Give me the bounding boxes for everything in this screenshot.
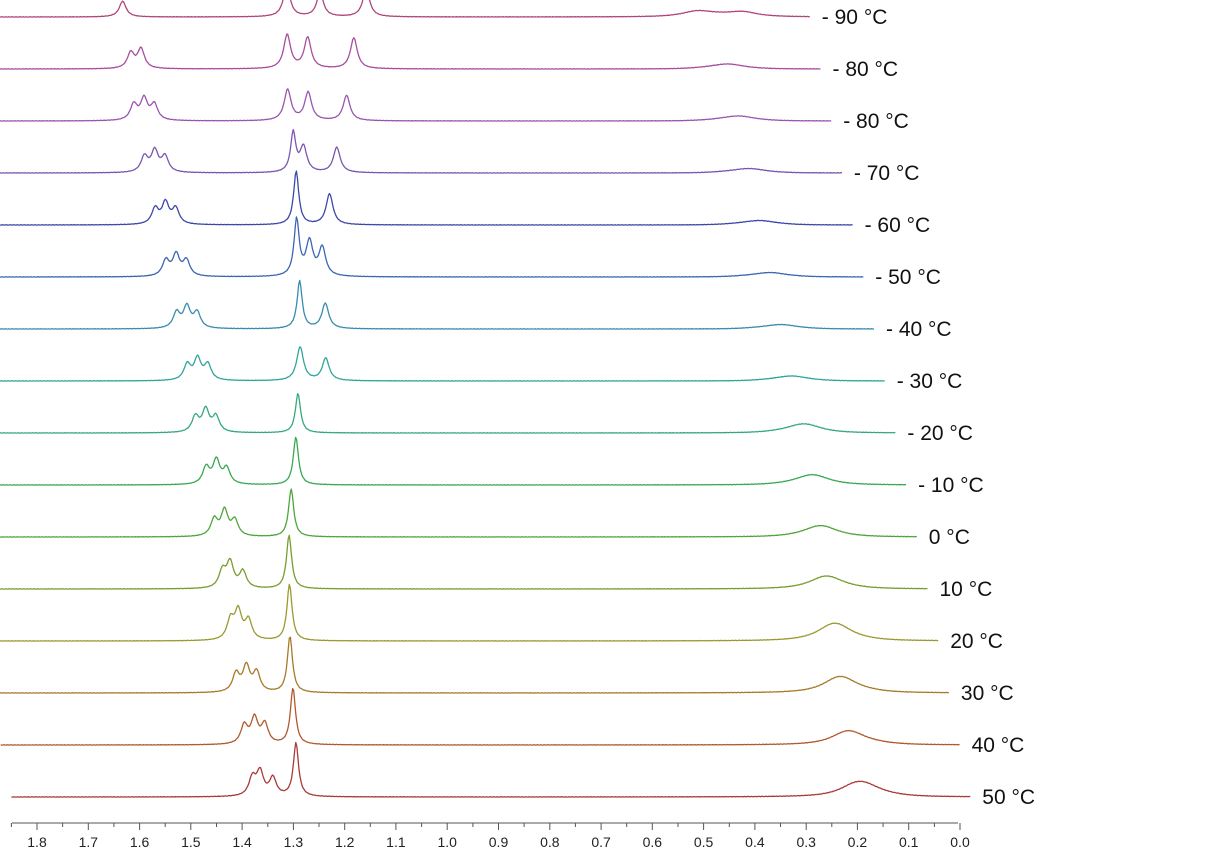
spectrum-trace-1	[0, 687, 960, 746]
spectra-traces	[0, 0, 971, 798]
x-tick-label: 0.6	[643, 834, 663, 850]
spectrum-trace-15	[0, 0, 810, 18]
x-tick-label: 0.3	[796, 834, 816, 850]
temperature-label: - 20 °C	[907, 422, 973, 445]
temperature-label: - 70 °C	[854, 162, 920, 185]
x-tick-label: 0.5	[694, 834, 714, 850]
x-tick-label: 0.1	[899, 834, 919, 850]
temperature-label: - 80 °C	[833, 58, 899, 81]
x-axis-ticks	[10, 823, 961, 830]
temperature-label: - 50 °C	[875, 266, 941, 289]
x-tick-label: 0.8	[540, 834, 560, 850]
temperature-label: 10 °C	[940, 578, 993, 601]
temperature-label: 30 °C	[961, 682, 1014, 705]
x-tick-label: 1.0	[437, 834, 457, 850]
spectrum-trace-0	[11, 741, 971, 798]
x-tick-label: 0.9	[489, 834, 509, 850]
x-tick-label: 1.3	[284, 834, 304, 850]
x-tick-label: 1.5	[181, 834, 201, 850]
temperature-labels: 50 °C 40 °C 30 °C 20 °C 10 °C 0 °C - 10 °C - 20…	[822, 6, 1035, 809]
spectrum-trace-10	[0, 216, 864, 278]
x-tick-label: 1.4	[232, 834, 252, 850]
spectrum-trace-14	[0, 33, 821, 70]
spectrum-trace-6	[0, 436, 907, 486]
temperature-label: 0 °C	[929, 526, 970, 549]
spectrum-trace-2	[0, 636, 950, 694]
x-axis-tick-labels: 1.8 1.7 1.6 1.5 1.4 1.3 1.2 1.1 1.0 0.9 0.8 0.7 0.6 0…	[27, 834, 970, 850]
temperature-label: - 30 °C	[897, 370, 963, 393]
spectrum-trace-8	[0, 346, 885, 382]
temperature-label: 40 °C	[972, 734, 1025, 757]
x-tick-label: 1.7	[79, 834, 99, 850]
spectrum-trace-3	[0, 583, 939, 642]
x-tick-label: 1.6	[130, 834, 150, 850]
temperature-label: - 80 °C	[843, 110, 909, 133]
temperature-label: - 90 °C	[822, 6, 888, 29]
temperature-label: 50 °C	[982, 786, 1035, 809]
x-tick-label: 0.0	[950, 834, 970, 850]
x-tick-label: 0.4	[745, 834, 765, 850]
spectrum-trace-11	[0, 170, 853, 226]
x-tick-label: 1.1	[386, 834, 406, 850]
x-tick-label: 0.2	[848, 834, 868, 850]
temperature-label: 20 °C	[950, 630, 1003, 653]
spectrum-trace-12	[0, 128, 842, 174]
x-tick-label: 1.2	[335, 834, 355, 850]
temperature-label: - 10 °C	[918, 474, 984, 497]
spectrum-trace-13	[0, 88, 832, 122]
x-tick-label: 0.7	[591, 834, 611, 850]
temperature-label: - 40 °C	[886, 318, 952, 341]
x-tick-label: 1.8	[27, 834, 47, 850]
x-axis: 1.8 1.7 1.6 1.5 1.4 1.3 1.2 1.1 1.0 0.9 0.8 0.7 0.6 0…	[10, 822, 970, 850]
spectrum-trace-5	[0, 488, 917, 538]
spectrum-trace-4	[0, 534, 928, 590]
temperature-label: - 60 °C	[865, 214, 931, 237]
spectrum-trace-7	[0, 393, 896, 434]
spectrum-trace-9	[0, 279, 874, 330]
